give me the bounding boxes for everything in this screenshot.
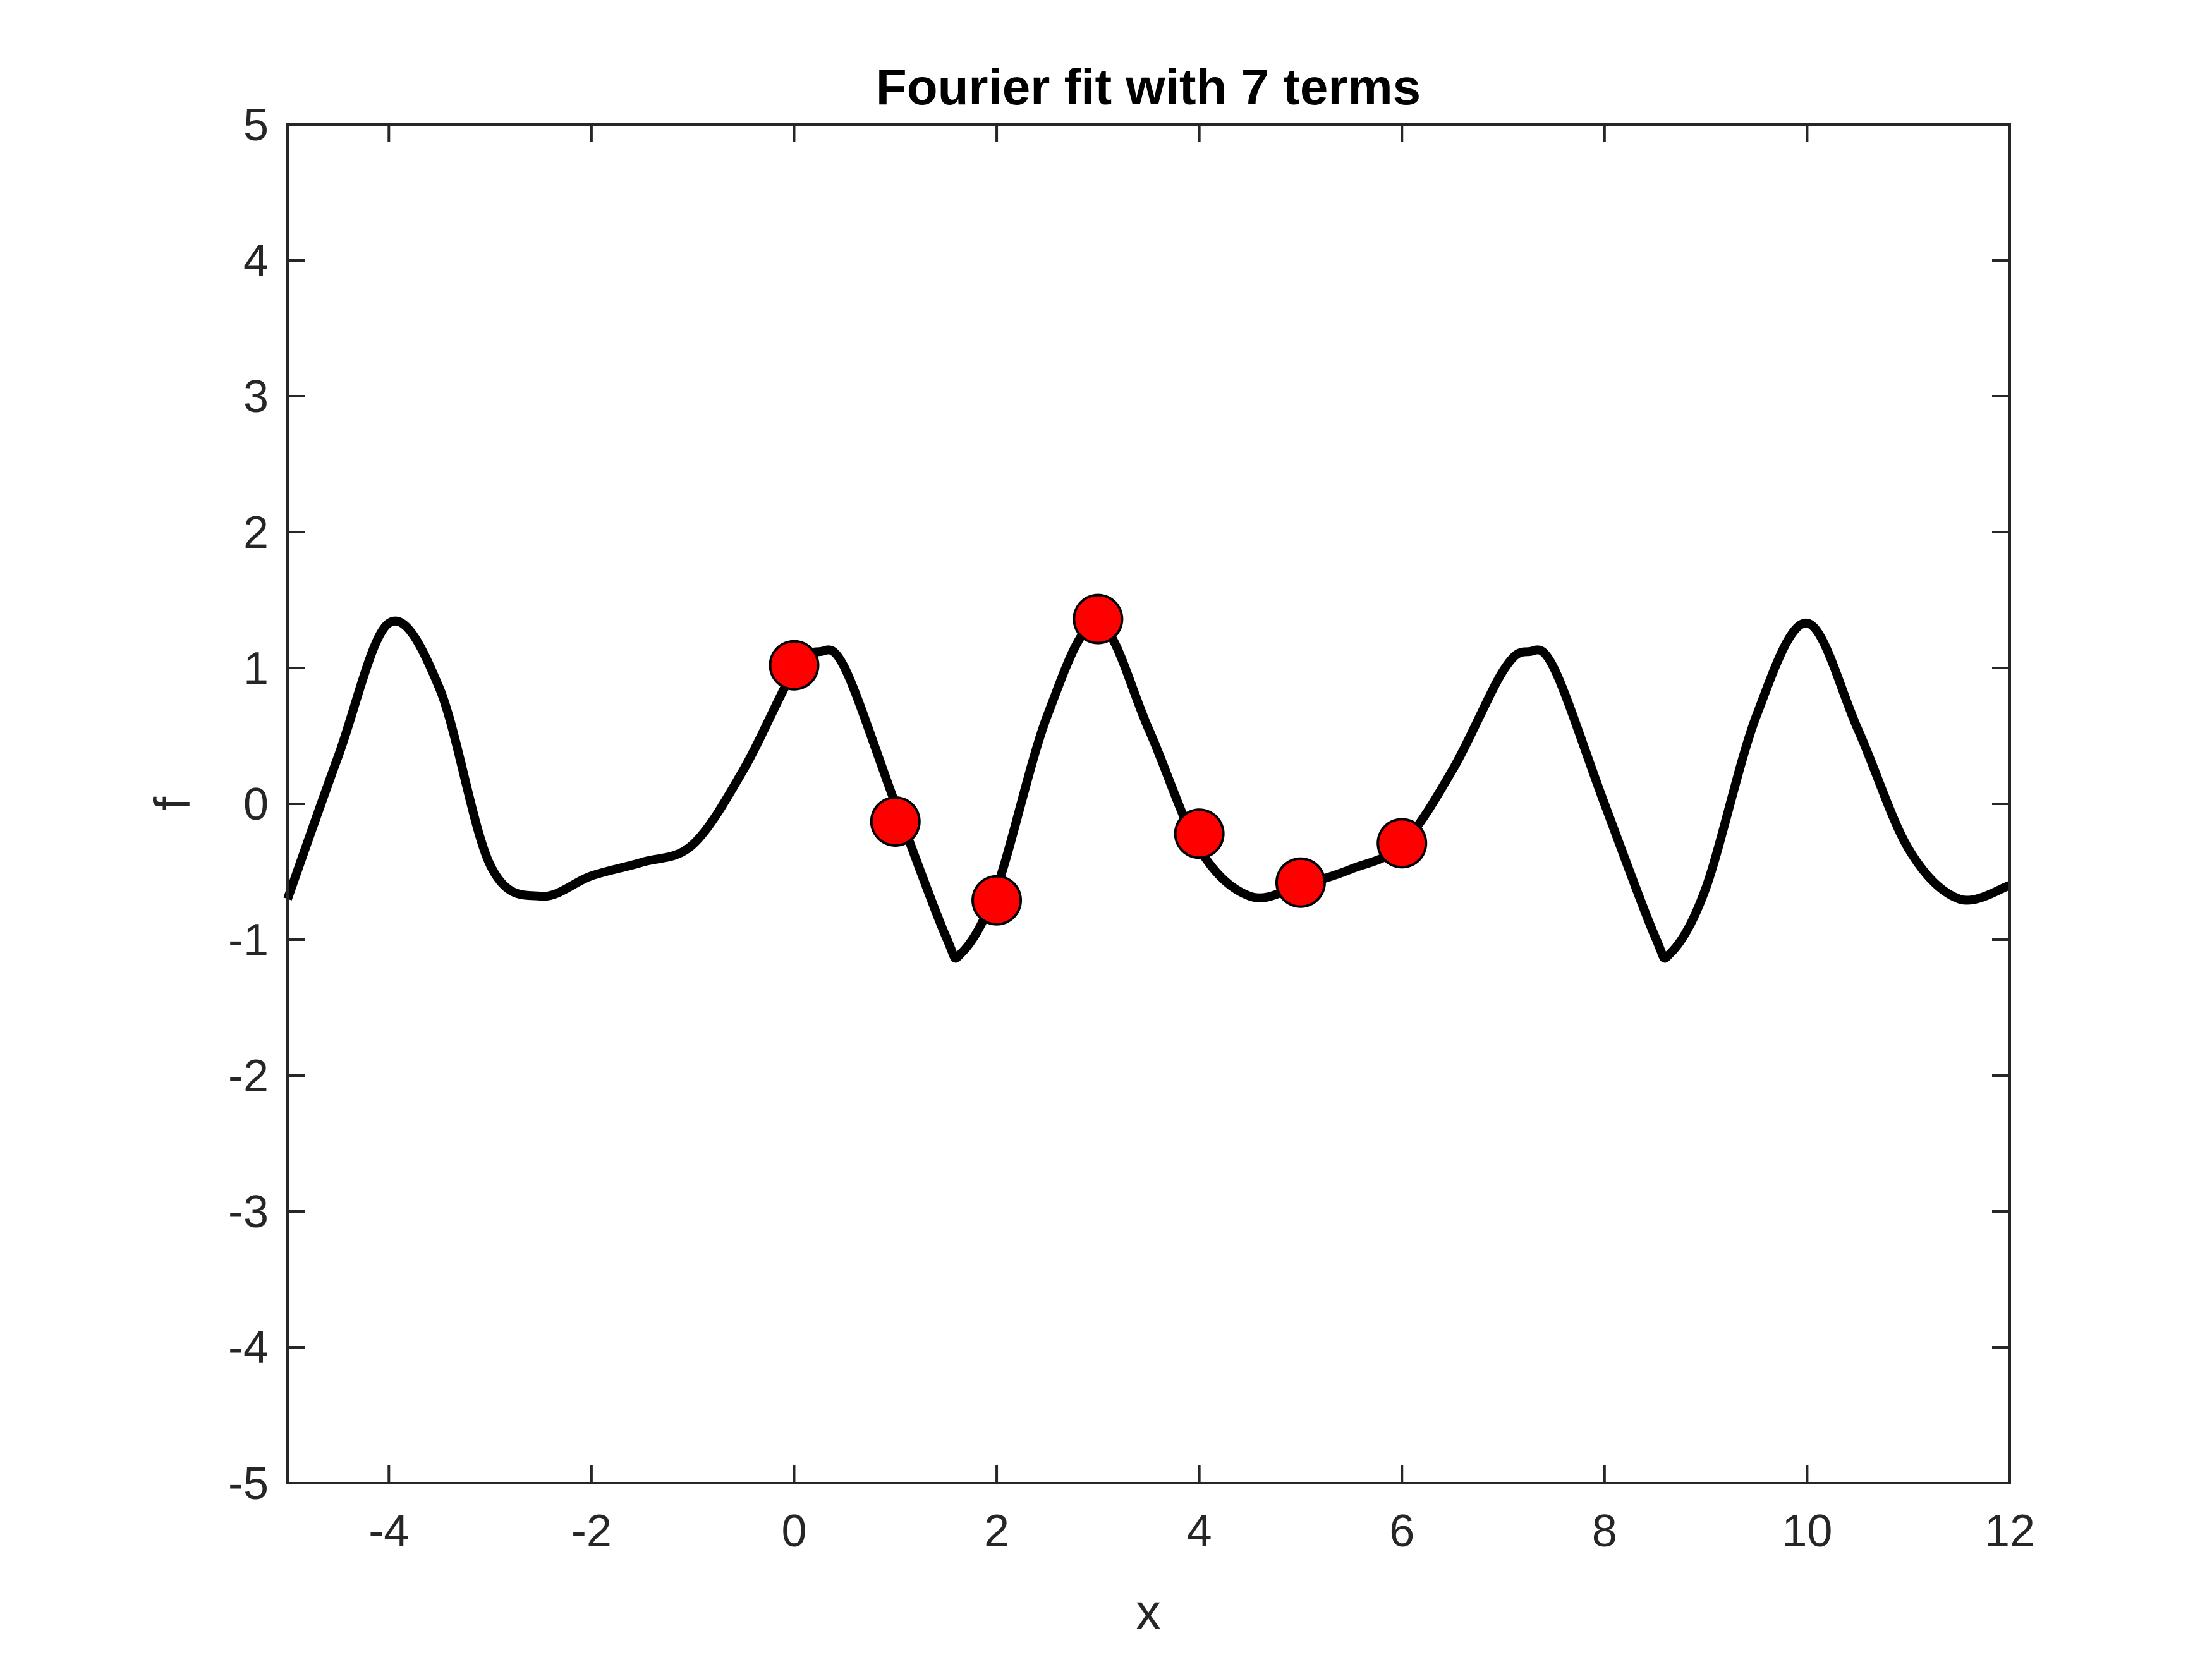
x-tick-label: 8: [1592, 1506, 1617, 1556]
y-tick-label: 4: [243, 236, 269, 286]
axes-box: [286, 123, 2011, 1484]
x-axis-label: x: [1136, 1584, 1161, 1640]
y-tick-label: 3: [243, 372, 269, 422]
x-tick-label: 0: [781, 1506, 806, 1556]
fit-curve: [283, 616, 2012, 963]
y-tick-label: 2: [243, 507, 269, 558]
plot-area: [288, 124, 2010, 1483]
y-tick-label: -5: [228, 1459, 269, 1509]
y-tick-label: -3: [228, 1187, 269, 1237]
data-point: [1073, 593, 1124, 645]
data-point: [870, 796, 921, 847]
x-tick-label: 10: [1782, 1506, 1832, 1556]
data-point: [1275, 857, 1326, 908]
y-tick-label: 1: [243, 643, 269, 694]
y-axis-label: f: [144, 796, 200, 811]
x-tick-label: 6: [1389, 1506, 1414, 1556]
y-tick-label: -2: [228, 1051, 269, 1101]
y-tick-label: -1: [228, 915, 269, 966]
data-point: [769, 640, 820, 691]
x-tick-label: -2: [571, 1506, 612, 1556]
data-point: [971, 875, 1023, 926]
series-layer: [283, 593, 2012, 963]
x-tick-label: 12: [1984, 1506, 2035, 1556]
chart-title: Fourier fit with 7 terms: [876, 59, 1421, 115]
x-tick-label: 4: [1187, 1506, 1212, 1556]
y-tick-label: 0: [243, 779, 269, 830]
y-tick-label: -4: [228, 1323, 269, 1373]
data-point: [1376, 818, 1428, 869]
x-tick-label: -4: [368, 1506, 409, 1556]
x-tick-label: 2: [984, 1506, 1009, 1556]
y-tick-label: 5: [243, 100, 269, 150]
data-point: [1174, 808, 1225, 859]
